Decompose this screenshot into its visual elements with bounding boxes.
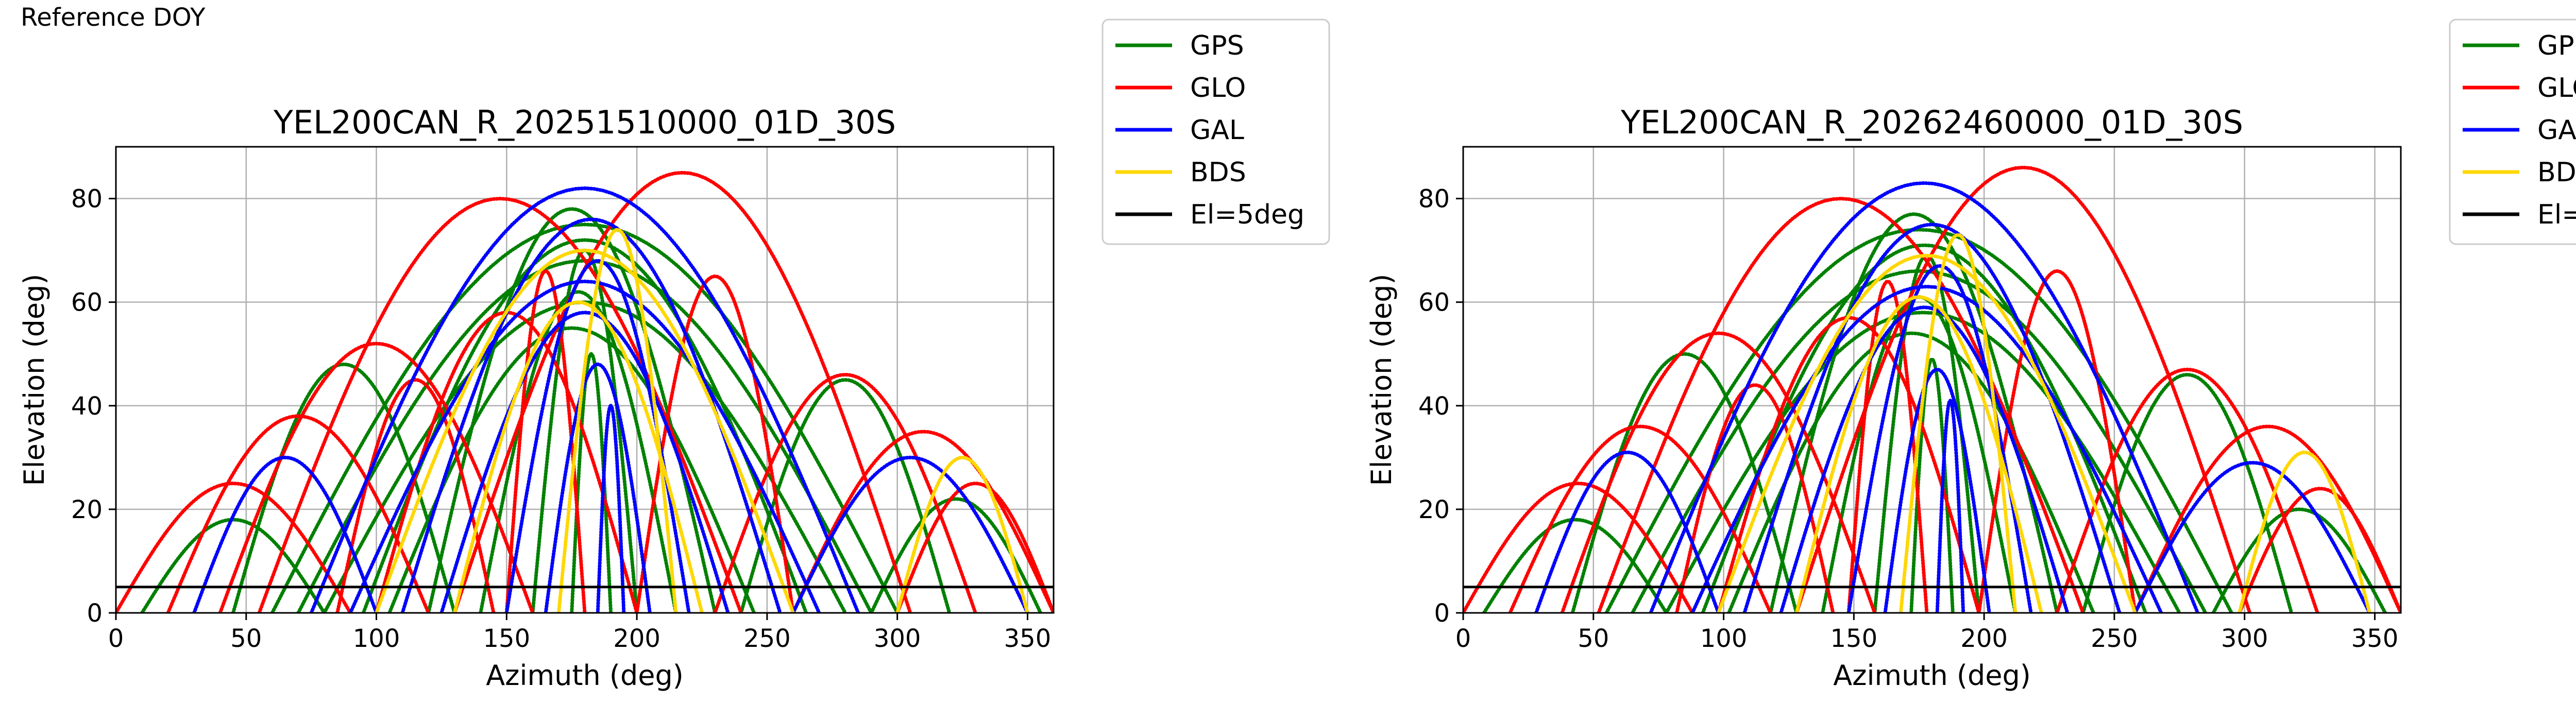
x-tick-label: 300 — [874, 624, 921, 653]
x-tick-label: 50 — [1578, 624, 1609, 653]
satellite-track-glo — [218, 341, 535, 613]
satellite-track-gal — [1534, 450, 1720, 613]
satellite-track-gal — [1690, 284, 2163, 613]
satellite-track-gal — [544, 362, 652, 613]
x-tick-label: 350 — [1004, 624, 1052, 653]
axes-frame — [115, 146, 1055, 614]
satellite-track-glo — [1597, 197, 2085, 613]
legend-box — [2449, 19, 2576, 245]
satellite-track-bds — [556, 228, 678, 613]
page-header: Reference DOY — [21, 3, 206, 32]
satellite-track-glo — [1794, 165, 2252, 613]
x-tick-label: 0 — [108, 624, 124, 653]
satellite-track-glo — [635, 274, 795, 613]
satellite-track-gal — [439, 311, 730, 613]
x-tick-label: 200 — [613, 624, 660, 653]
satellite-track-gal — [596, 403, 626, 613]
y-tick-label: 20 — [1418, 495, 1450, 524]
satellite-track-glo — [1463, 482, 1694, 613]
legend-label: GAL — [1190, 115, 1244, 146]
y-tick-label: 20 — [71, 495, 103, 524]
y-tick-label: 0 — [87, 599, 103, 628]
y-tick-label: 60 — [71, 288, 103, 317]
y-tick-label: 40 — [71, 392, 103, 421]
legend-label: GPS — [2537, 30, 2576, 61]
x-tick-label: 300 — [2221, 624, 2268, 653]
plot-area — [116, 170, 1054, 613]
satellite-track-gal — [1883, 367, 1991, 613]
legend-box — [1101, 19, 1330, 245]
legend-label: GAL — [2537, 115, 2576, 146]
legend-label: GLO — [2537, 73, 2576, 104]
x-tick-label: 150 — [483, 624, 531, 653]
satellite-track-bds — [1899, 233, 2018, 613]
y-axis-label: Elevation (deg) — [18, 274, 50, 486]
x-tick-label: 250 — [743, 624, 791, 653]
x-tick-label: 0 — [1455, 624, 1471, 653]
chart-2: 0 50 100 150 200 250 300 350 0 20 40 60 80 YEL200CAN_… — [1365, 19, 2576, 692]
satellite-track-glo — [166, 414, 431, 613]
satellite-track-glo — [1675, 383, 1835, 613]
satellite-track-glo — [257, 197, 743, 613]
satellite-track-glo — [1977, 269, 2137, 613]
satellite-track-bds — [895, 455, 1029, 613]
chart-title: YEL200CAN_R_20262460000_01D_30S — [1620, 104, 2243, 141]
axes-frame — [1462, 146, 2402, 614]
satellite-track-gal — [1846, 264, 2033, 613]
satellite-track-glo — [895, 482, 1054, 613]
x-tick-label: 50 — [230, 624, 262, 653]
satellite-track-gal — [192, 455, 379, 613]
satellite-track-glo — [1846, 279, 1929, 613]
satellite-track-gal — [348, 279, 821, 613]
y-tick-label: 60 — [1418, 288, 1450, 317]
satellite-track-glo — [2238, 487, 2401, 613]
satellite-track-gps — [231, 362, 456, 613]
x-tick-label: 200 — [1960, 624, 2008, 653]
satellite-track-glo — [335, 378, 496, 613]
legend-label: BDS — [2537, 157, 2576, 188]
satellite-track-gps — [361, 238, 808, 613]
satellite-track-bds — [1716, 253, 2137, 613]
x-axis-label: Azimuth (deg) — [1833, 659, 2031, 692]
y-tick-label: 40 — [1418, 392, 1450, 421]
satellite-track-glo — [1508, 424, 1773, 613]
satellite-track-gal — [309, 186, 860, 613]
legend-label: El=5deg — [1190, 199, 1304, 230]
satellite-track-gal — [1649, 181, 2200, 613]
y-tick-label: 80 — [1418, 185, 1450, 214]
legend-label: El=5deg — [2537, 199, 2576, 230]
satellite-track-gps — [387, 326, 756, 613]
satellite-track-gps — [479, 290, 678, 613]
satellite-track-gps — [1482, 518, 1668, 613]
satellite-track-gps — [1604, 228, 2233, 613]
satellite-track-bds — [2238, 450, 2371, 613]
x-tick-label: 100 — [353, 624, 400, 653]
satellite-track-gal — [791, 455, 1029, 613]
y-axis-label: Elevation (deg) — [1365, 274, 1398, 486]
y-tick-label: 0 — [1434, 599, 1450, 628]
y-tick-label: 80 — [71, 185, 103, 214]
legend: GPS GLO GAL BDS El=5deg — [1101, 19, 1330, 245]
x-axis-label: Azimuth (deg) — [486, 659, 684, 692]
satellite-track-glo — [452, 170, 912, 613]
satellite-track-gal — [1779, 305, 2070, 613]
satellite-track-bds — [375, 248, 795, 613]
legend: GPS GLO GAL BDS El=5deg — [2449, 19, 2576, 245]
legend-label: GLO — [1190, 73, 1246, 104]
chart-1: 0 50 100 150 200 250 300 350 0 20 40 60 80 YEL200CAN_… — [18, 19, 1330, 692]
chart-title: YEL200CAN_R_20251510000_01D_30S — [273, 104, 896, 141]
legend-label: GPS — [1190, 30, 1244, 61]
x-tick-label: 350 — [2351, 624, 2399, 653]
plot-area — [1463, 165, 2401, 613]
legend-label: BDS — [1190, 157, 1246, 188]
satellite-track-glo — [791, 430, 1054, 613]
x-tick-label: 150 — [1831, 624, 1878, 653]
x-tick-label: 250 — [2091, 624, 2138, 653]
x-tick-label: 100 — [1700, 624, 1748, 653]
satellite-track-gal — [1935, 398, 1965, 613]
satellite-track-gal — [2133, 460, 2371, 613]
satellite-track-glo — [116, 482, 352, 613]
